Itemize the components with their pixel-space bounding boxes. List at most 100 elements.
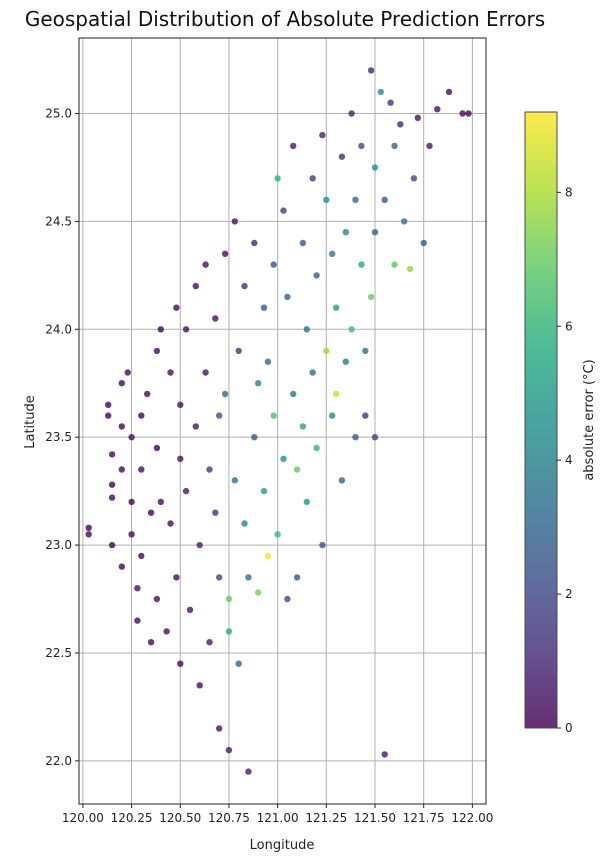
- x-tick-label: 120.75: [208, 811, 250, 825]
- data-point: [85, 531, 92, 538]
- data-point: [358, 142, 365, 150]
- data-point: [216, 412, 223, 419]
- data-point: [216, 725, 223, 732]
- data-point: [352, 434, 359, 441]
- colorbar-ticks: 0 2 4 6 8: [557, 185, 573, 735]
- data-point: [280, 207, 287, 214]
- data-point: [134, 617, 141, 624]
- data-point: [173, 574, 180, 581]
- data-point: [124, 369, 131, 376]
- data-point: [105, 401, 112, 408]
- data-point: [332, 390, 340, 398]
- data-point: [293, 574, 301, 581]
- y-tick-label: 24.5: [45, 214, 72, 228]
- colorbar-tick-label: 0: [565, 721, 573, 735]
- data-point: [414, 114, 421, 122]
- data-point: [108, 494, 116, 501]
- data-point: [255, 380, 262, 387]
- data-point: [231, 218, 238, 225]
- data-point: [260, 487, 268, 495]
- data-point: [157, 326, 164, 333]
- x-tick-label: 121.25: [305, 811, 347, 825]
- x-tick-label: 120.25: [111, 811, 153, 825]
- data-point: [196, 682, 203, 689]
- data-point: [235, 660, 242, 667]
- data-point: [348, 326, 355, 333]
- data-point: [108, 451, 116, 458]
- data-point: [371, 164, 379, 171]
- y-tick-label: 23.5: [45, 430, 72, 444]
- data-point: [225, 628, 233, 635]
- data-point: [212, 315, 219, 322]
- data-points: [85, 67, 472, 775]
- data-point: [270, 261, 277, 268]
- data-point: [299, 239, 307, 247]
- data-point: [410, 175, 418, 182]
- data-point: [225, 595, 233, 603]
- data-point: [216, 574, 223, 581]
- data-point: [309, 175, 316, 182]
- data-point: [251, 434, 258, 441]
- data-point: [391, 261, 398, 268]
- data-point: [329, 250, 336, 257]
- data-point: [323, 347, 330, 355]
- x-tick-label: 122.00: [451, 811, 493, 825]
- data-point: [274, 175, 281, 182]
- data-point: [338, 153, 346, 160]
- y-axis-ticks: 22.0 22.5 23.0 23.5 24.0 24.5 25.0: [45, 107, 79, 768]
- data-point: [221, 390, 229, 398]
- data-point: [342, 229, 349, 236]
- data-point: [319, 131, 326, 139]
- data-point: [231, 477, 238, 484]
- data-point: [387, 99, 394, 106]
- data-point: [157, 498, 164, 506]
- data-point: [85, 524, 92, 531]
- data-point: [270, 412, 277, 419]
- data-point: [118, 466, 126, 473]
- data-point: [177, 455, 184, 462]
- data-point: [391, 142, 398, 150]
- data-point: [192, 282, 199, 290]
- chart-title: Geospatial Distribution of Absolute Pred…: [25, 7, 545, 31]
- data-point: [309, 369, 316, 376]
- data-point: [108, 541, 116, 549]
- data-point: [290, 142, 297, 150]
- data-point: [202, 369, 209, 376]
- data-point: [153, 595, 161, 603]
- data-point: [235, 347, 242, 355]
- data-point: [147, 639, 155, 646]
- data-point: [153, 347, 161, 355]
- data-point: [167, 520, 174, 527]
- x-axis-label: Longitude: [250, 838, 315, 853]
- data-point: [260, 304, 268, 311]
- data-point: [225, 746, 233, 754]
- plot-frame: [78, 37, 487, 805]
- data-point: [284, 595, 291, 603]
- data-point: [241, 282, 248, 290]
- data-point: [274, 531, 281, 538]
- x-tick-label: 121.50: [354, 811, 396, 825]
- data-point: [177, 401, 184, 408]
- data-point: [459, 110, 466, 117]
- data-point: [352, 196, 359, 203]
- data-point: [338, 477, 346, 484]
- y-tick-label: 24.0: [45, 322, 72, 336]
- data-point: [138, 466, 145, 473]
- data-point: [264, 552, 272, 560]
- data-point: [144, 390, 151, 398]
- data-point: [134, 585, 141, 592]
- data-point: [108, 481, 116, 488]
- data-point: [251, 239, 258, 247]
- data-point: [319, 541, 326, 549]
- colorbar: [524, 111, 558, 729]
- data-point: [367, 67, 375, 74]
- grid-lines: [79, 38, 486, 804]
- data-point: [465, 110, 472, 117]
- data-point: [401, 218, 408, 225]
- data-point: [138, 412, 145, 419]
- data-point: [371, 434, 379, 441]
- colorbar-tick-label: 4: [565, 453, 573, 467]
- colorbar-tick-label: 6: [565, 319, 573, 333]
- data-point: [138, 552, 145, 560]
- data-point: [264, 358, 272, 365]
